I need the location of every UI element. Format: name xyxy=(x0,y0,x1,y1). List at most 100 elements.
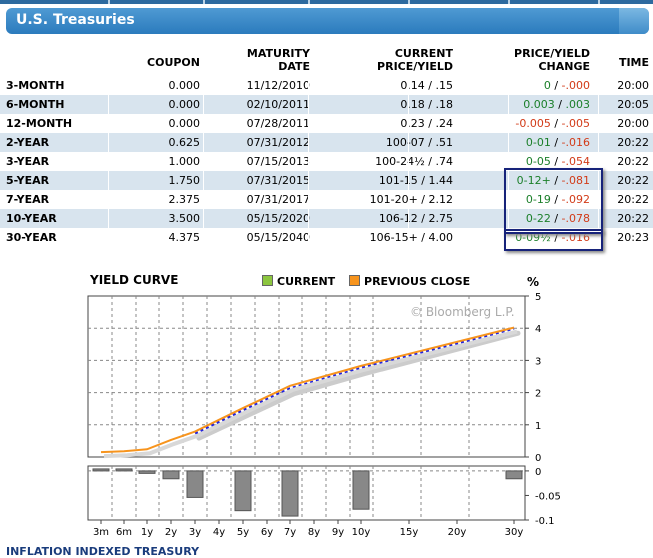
row-change-price: -0.005 xyxy=(515,117,551,130)
table-row: 12-MONTH 0.000 07/28/2011 0.23 / .24 20:00 -0… xyxy=(0,114,653,133)
y-tick-label: 3 xyxy=(535,356,541,367)
legend-previous: PREVIOUS CLOSE xyxy=(349,275,470,288)
row-change: 0-22 / -.078 xyxy=(526,211,590,226)
row-price: 106-12 / 2.75 xyxy=(378,212,453,225)
footer-link[interactable]: INFLATION INDEXED TREASURY xyxy=(6,545,200,558)
table-row: 3-YEAR 1.000 07/15/2013 100-24½ / .74 20:22 0… xyxy=(0,152,653,171)
highlight-box-long-bond xyxy=(504,229,603,251)
row-maturity: 07/28/2011 xyxy=(246,117,310,130)
row-maturity: 07/31/2017 xyxy=(246,193,310,206)
row-time: 20:00 xyxy=(617,117,649,130)
row-maturity: 07/31/2012 xyxy=(246,136,310,149)
row-term: 30-YEAR xyxy=(6,231,57,244)
row-change-separator: / xyxy=(550,155,562,168)
row-change: 0-09½ / -.016 xyxy=(515,230,590,245)
row-coupon: 4.375 xyxy=(168,231,201,244)
x-tick-label: 1y xyxy=(141,527,153,538)
highlight-box-mid-curve xyxy=(504,168,603,234)
table-row: 30-YEAR 4.375 05/15/2040 106-15+ / 4.00 20:2… xyxy=(0,228,653,247)
row-term: 12-MONTH xyxy=(6,117,73,130)
row-time: 20:00 xyxy=(617,79,649,92)
row-price: 101-15 / 1.44 xyxy=(378,174,453,187)
row-maturity: 02/10/2011 xyxy=(246,98,310,111)
row-change-separator: / xyxy=(550,136,562,149)
x-tick-label: 30y xyxy=(505,527,524,538)
row-maturity: 11/12/2010 xyxy=(246,79,310,92)
change-y-tick-label: 0 xyxy=(535,467,541,478)
col-maturity-line2: DATE xyxy=(278,60,310,73)
change-bar xyxy=(115,468,133,472)
table-header: COUPON MATURITY DATE CURRENT PRICE/YIELD… xyxy=(0,44,653,76)
series-shadow-previous xyxy=(103,329,518,459)
row-change-yield: -.016 xyxy=(561,136,590,149)
legend-current: CURRENT xyxy=(262,275,335,288)
table-row: 6-MONTH 0.000 02/10/2011 0.18 / .18 20:05 0.0… xyxy=(0,95,653,114)
x-tick-label: 3y xyxy=(189,527,201,538)
row-change-separator: / xyxy=(550,193,562,206)
row-time: 20:22 xyxy=(617,193,649,206)
x-tick-label: 10y xyxy=(352,527,371,538)
row-change-price: 0.003 xyxy=(523,98,555,111)
table-row: 7-YEAR 2.375 07/31/2017 101-20+ / 2.12 20:22… xyxy=(0,190,653,209)
row-change-price: 0-09½ xyxy=(515,231,551,244)
row-time: 20:23 xyxy=(617,231,649,244)
row-change-yield: .003 xyxy=(565,98,591,111)
legend-label-previous: PREVIOUS CLOSE xyxy=(364,275,471,288)
y-tick-label: 0 xyxy=(535,453,541,464)
legend-swatch-previous xyxy=(349,275,361,286)
row-coupon: 2.375 xyxy=(168,193,201,206)
row-coupon: 3.500 xyxy=(168,212,201,225)
change-bar xyxy=(186,470,204,498)
treasuries-table: COUPON MATURITY DATE CURRENT PRICE/YIELD… xyxy=(0,44,653,247)
row-coupon: 0.625 xyxy=(168,136,201,149)
x-tick-label: 2y xyxy=(165,527,177,538)
row-change: 0.003 / .003 xyxy=(523,97,590,112)
x-tick-label: 9y xyxy=(332,527,344,538)
row-coupon: 0.000 xyxy=(168,117,201,130)
row-change-yield: -.078 xyxy=(561,212,590,225)
watermark: © Bloomberg L.P. xyxy=(410,305,515,319)
row-term: 5-YEAR xyxy=(6,174,50,187)
y-tick-label: 1 xyxy=(535,421,541,432)
change-y-tick-label: -0.1 xyxy=(535,516,555,527)
row-price: 101-20+ / 2.12 xyxy=(369,193,453,206)
x-tick-label: 8y xyxy=(308,527,320,538)
x-tick-label: 20y xyxy=(448,527,467,538)
row-change-separator: / xyxy=(554,98,566,111)
row-price: 100-07 / .51 xyxy=(385,136,453,149)
x-tick-label: 5y xyxy=(237,527,249,538)
series-line-previous xyxy=(100,326,515,454)
row-change-price: 0-01 xyxy=(525,136,551,149)
change-bar xyxy=(281,470,299,517)
col-maturity: MATURITY DATE xyxy=(247,47,310,73)
change-bar xyxy=(138,470,156,474)
row-term: 2-YEAR xyxy=(6,136,50,149)
row-coupon: 1.000 xyxy=(168,155,201,168)
x-tick-label: 4y xyxy=(213,527,225,538)
header-corner xyxy=(619,8,649,34)
legend-swatch-current xyxy=(262,275,273,286)
row-time: 20:22 xyxy=(617,212,649,225)
row-change-price: 0-19 xyxy=(525,193,551,206)
change-bar xyxy=(92,468,110,472)
row-time: 20:05 xyxy=(617,98,649,111)
row-price: 0.14 / .15 xyxy=(400,79,453,92)
row-change-yield: -.016 xyxy=(561,231,590,244)
table-row: 5-YEAR 1.750 07/31/2015 101-15 / 1.44 20:22 0… xyxy=(0,171,653,190)
col-maturity-line1: MATURITY xyxy=(246,47,310,60)
chart-title: YIELD CURVE xyxy=(90,273,179,287)
row-change-yield: -.081 xyxy=(561,174,590,187)
y-axis-unit: % xyxy=(527,275,539,289)
row-change-yield: -.054 xyxy=(561,155,590,168)
change-bar xyxy=(234,470,252,512)
section-header: U.S. Treasuries xyxy=(6,8,649,34)
col-price-line2: PRICE/YIELD xyxy=(377,60,453,73)
row-price: 0.23 / .24 xyxy=(400,117,453,130)
row-change-price: 0-05 xyxy=(525,155,551,168)
row-change-separator: / xyxy=(550,174,562,187)
row-change: 0-01 / -.016 xyxy=(526,135,590,150)
row-time: 20:22 xyxy=(617,136,649,149)
plot-area xyxy=(87,295,526,458)
y-tick-label: 4 xyxy=(535,324,541,335)
